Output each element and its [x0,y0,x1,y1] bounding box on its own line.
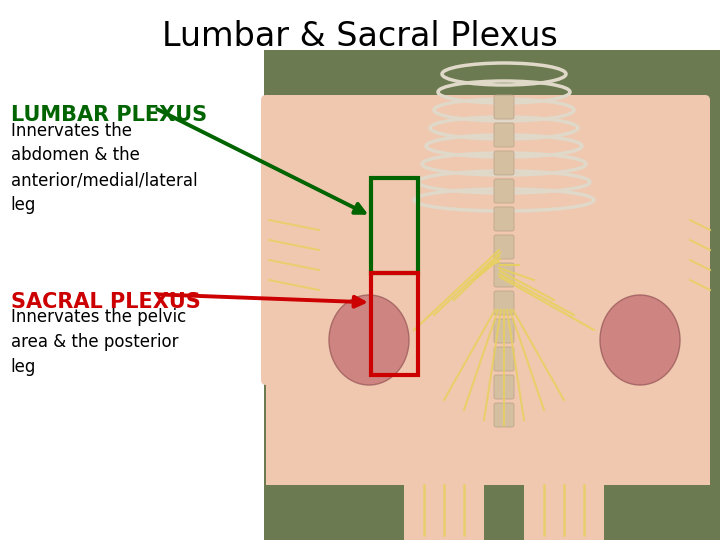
FancyBboxPatch shape [494,123,514,147]
Text: Innervates the pelvic
area & the posterior
leg: Innervates the pelvic area & the posteri… [11,308,186,376]
FancyBboxPatch shape [494,375,514,399]
Text: SACRAL PLEXUS: SACRAL PLEXUS [11,292,201,312]
Bar [404,385,484,540]
Bar [524,385,604,540]
Bar [319,95,690,485]
Bar [264,50,720,540]
FancyBboxPatch shape [494,207,514,231]
Bar [371,273,418,375]
Text: LUMBAR PLEXUS: LUMBAR PLEXUS [11,105,207,125]
FancyBboxPatch shape [494,179,514,203]
FancyBboxPatch shape [640,95,710,385]
FancyBboxPatch shape [494,347,514,371]
Ellipse shape [329,295,409,385]
Text: Innervates the
abdomen & the
anterior/medial/lateral
leg: Innervates the abdomen & the anterior/me… [11,122,197,214]
FancyBboxPatch shape [494,291,514,315]
FancyBboxPatch shape [494,403,514,427]
Bar [371,178,418,273]
Bar [640,345,710,485]
Text: Lumbar & Sacral Plexus: Lumbar & Sacral Plexus [162,20,558,53]
Bar [266,345,336,485]
FancyBboxPatch shape [494,235,514,259]
Ellipse shape [600,295,680,385]
FancyBboxPatch shape [494,263,514,287]
FancyBboxPatch shape [494,151,514,175]
FancyBboxPatch shape [261,95,331,385]
FancyBboxPatch shape [494,95,514,119]
FancyBboxPatch shape [494,319,514,343]
